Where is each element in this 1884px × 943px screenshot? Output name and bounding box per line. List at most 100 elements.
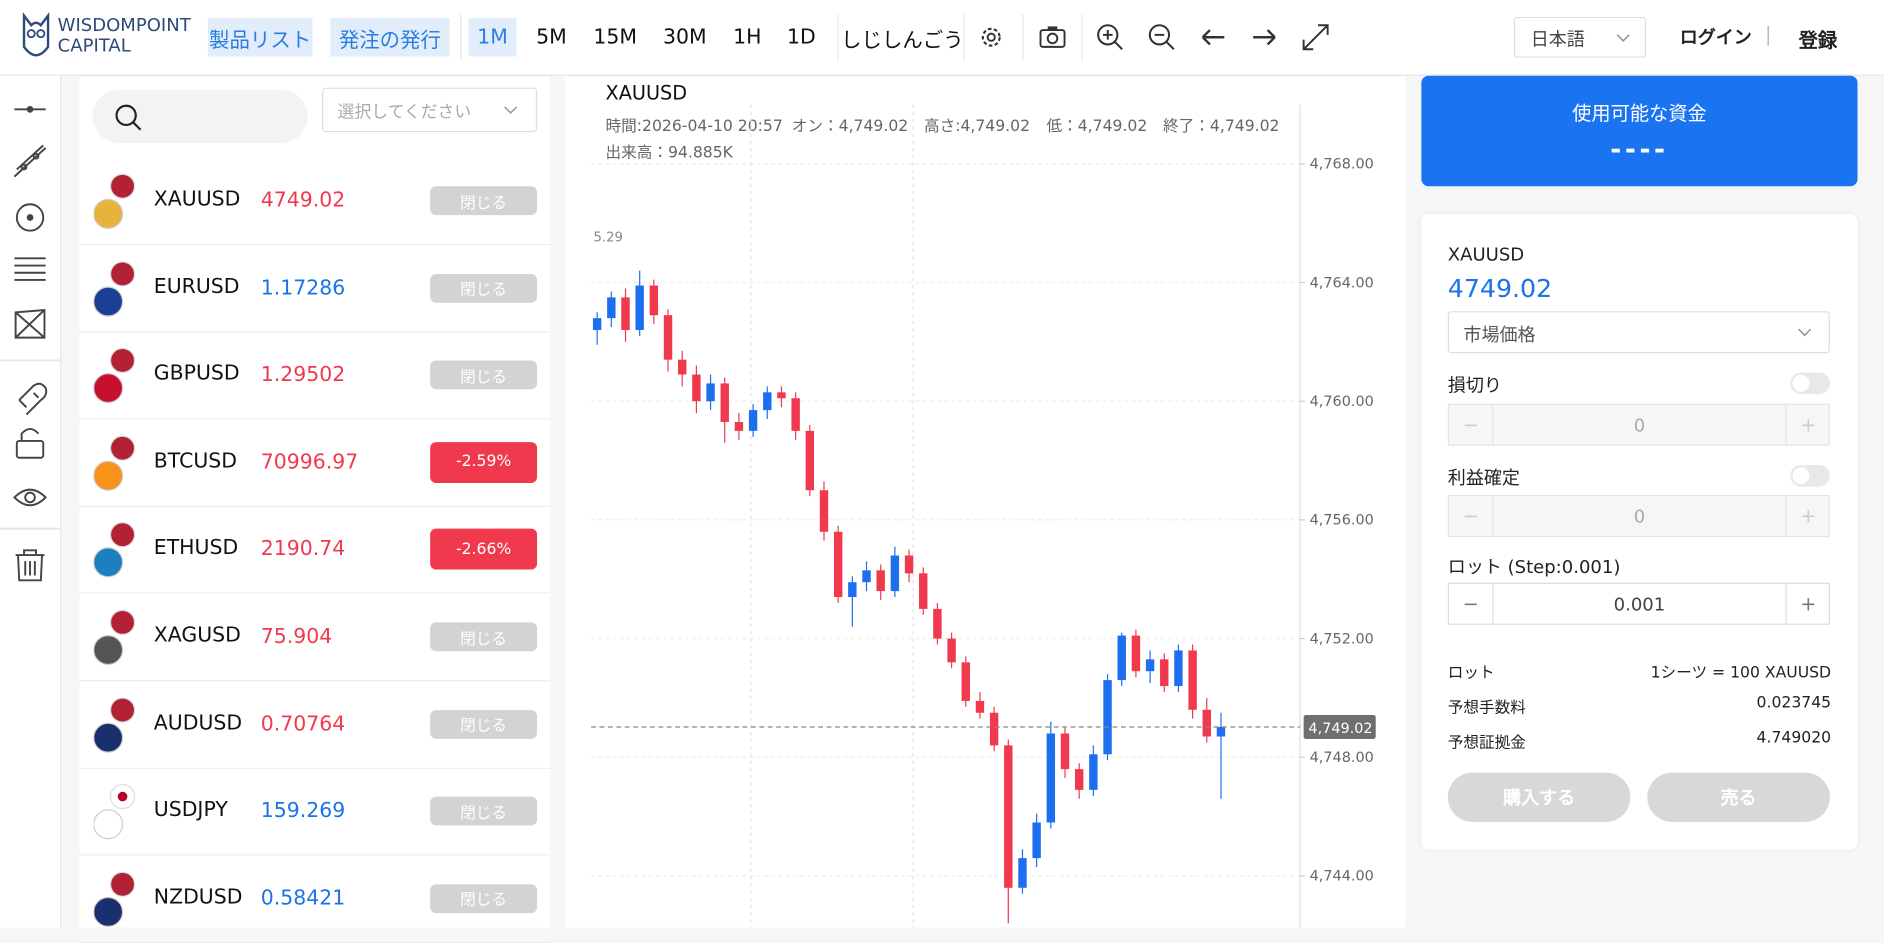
candle-body <box>663 315 673 360</box>
toggle[interactable] <box>1790 464 1830 487</box>
price: 1.29502 <box>260 363 346 388</box>
chart-volume: 出来高：94.885K <box>605 144 733 163</box>
badge[interactable]: 閉じる <box>430 709 538 739</box>
circle-tool[interactable] <box>15 203 45 232</box>
camera-icon[interactable] <box>1037 22 1068 53</box>
language-select[interactable]: 日本語 <box>1513 16 1647 58</box>
badge[interactable]: -2.66% <box>430 529 538 570</box>
register-link[interactable]: 登録 <box>1798 28 1838 52</box>
increment[interactable]: + <box>1785 496 1829 536</box>
flag-bottom <box>93 286 124 317</box>
watchlist-row[interactable]: XAUUSD 4749.02 閉じる <box>79 157 551 246</box>
badge[interactable]: -2.59% <box>430 441 538 483</box>
candle-body <box>805 430 815 491</box>
visibility-tool[interactable] <box>13 488 48 507</box>
candle-body <box>1202 709 1211 737</box>
timeframe[interactable]: 1D <box>787 25 816 50</box>
tab[interactable]: 発注の発行 <box>330 18 450 57</box>
watchlist-row[interactable]: GBPUSD 1.29502 閉じる <box>79 332 551 420</box>
category-select[interactable]: 選択してください <box>322 87 538 133</box>
toggle-knob <box>1792 467 1810 485</box>
watchlist-row[interactable]: USDJPY 159.269 閉じる <box>79 768 551 856</box>
indicator-button[interactable]: しじしんごう <box>841 28 964 53</box>
watchlist-row[interactable]: AUDUSD 0.70764 閉じる <box>79 681 551 769</box>
drawing-toolbar <box>0 75 62 928</box>
stop-loss-input[interactable]: − 0 + <box>1447 403 1830 446</box>
toggle[interactable] <box>1790 372 1830 395</box>
symbol: EURUSD <box>153 274 240 299</box>
magnet-tool[interactable] <box>18 382 48 416</box>
trend-tool[interactable] <box>13 144 47 178</box>
decrement[interactable]: − <box>1449 404 1494 445</box>
delete-tool[interactable] <box>15 549 45 582</box>
watchlist-row[interactable]: NZDUSD 0.58421 閉じる <box>79 855 551 943</box>
search-box[interactable] <box>92 90 308 143</box>
flag-dot <box>117 792 128 802</box>
fib-tool[interactable] <box>14 257 46 281</box>
flag-bottom <box>93 198 124 229</box>
candle-body <box>1018 858 1027 888</box>
candle-body <box>1074 769 1084 790</box>
candle-body <box>890 555 900 592</box>
candle-body <box>1089 754 1098 790</box>
sell-button[interactable]: 売る <box>1647 772 1830 822</box>
increment[interactable]: + <box>1785 404 1829 445</box>
decrement[interactable]: − <box>1449 496 1494 536</box>
candle-body <box>919 573 928 609</box>
login-link[interactable]: ログイン <box>1679 26 1752 49</box>
badge[interactable]: 閉じる <box>430 186 538 216</box>
logo-text: WISDOMPOINT CAPITAL <box>58 15 191 57</box>
badge[interactable]: 閉じる <box>430 360 538 390</box>
candle-body <box>1174 650 1183 687</box>
search-icon <box>115 104 142 131</box>
take-profit-input[interactable]: − 0 + <box>1447 495 1830 538</box>
settings-icon[interactable] <box>976 22 1007 53</box>
fullscreen-icon[interactable] <box>1300 22 1331 53</box>
candle-body <box>833 531 843 598</box>
order-type-select[interactable]: 市場価格 <box>1447 311 1830 354</box>
tab[interactable]: 製品リスト <box>207 18 313 57</box>
flag-bottom <box>93 373 124 404</box>
price: 1.17286 <box>260 275 346 300</box>
line-tool[interactable] <box>14 105 46 113</box>
watchlist-row[interactable]: XAGUSD 75.904 閉じる <box>79 594 551 682</box>
summary-label: ロット <box>1447 664 1495 683</box>
flag-bottom <box>93 460 124 491</box>
badge[interactable]: 閉じる <box>430 622 538 652</box>
separator: | <box>1765 22 1772 46</box>
lot-input[interactable]: − 0.001 + <box>1447 582 1830 625</box>
candle-body <box>1160 659 1169 687</box>
candle-body <box>1216 726 1226 737</box>
watchlist: 選択してください XAUUSD 4749.02 閉じる EURUSD 1.17286 閉じ… <box>79 76 551 943</box>
flag-top <box>109 348 136 374</box>
zoom-in-icon[interactable] <box>1095 22 1126 53</box>
symbol-icon <box>93 696 136 753</box>
timeframe[interactable]: 15M <box>593 25 637 50</box>
timeframe[interactable]: 1M <box>468 18 517 57</box>
order-type: 市場価格 <box>1463 324 1536 347</box>
language-label: 日本語 <box>1530 28 1585 51</box>
badge[interactable]: 閉じる <box>430 273 538 303</box>
timeframe[interactable]: 30M <box>663 25 707 50</box>
candle-body <box>791 398 800 431</box>
scroll-left-icon[interactable] <box>1198 22 1229 53</box>
input-value: 0 <box>1633 505 1646 527</box>
watchlist-row[interactable]: ETHUSD 2190.74 -2.66% <box>79 506 551 595</box>
watchlist-row[interactable]: BTCUSD 70996.97 -2.59% <box>79 419 551 507</box>
badge[interactable]: 閉じる <box>430 884 538 913</box>
candle-body <box>748 410 758 431</box>
lock-tool[interactable] <box>15 427 45 459</box>
buy-button[interactable]: 購入する <box>1447 772 1631 822</box>
watchlist-row[interactable]: EURUSD 1.17286 閉じる <box>79 245 551 333</box>
decrement[interactable]: − <box>1449 583 1494 624</box>
timeframe[interactable]: 1H <box>733 25 762 50</box>
order-symbol: XAUUSD <box>1447 243 1525 266</box>
pattern-tool[interactable] <box>14 308 46 339</box>
scroll-right-icon[interactable] <box>1248 22 1279 53</box>
flag-bottom <box>93 634 124 666</box>
zoom-out-icon[interactable] <box>1146 22 1177 53</box>
increment[interactable]: + <box>1785 583 1829 624</box>
timeframe[interactable]: 5M <box>536 25 567 50</box>
candle-body <box>635 285 644 331</box>
badge[interactable]: 閉じる <box>430 796 538 826</box>
